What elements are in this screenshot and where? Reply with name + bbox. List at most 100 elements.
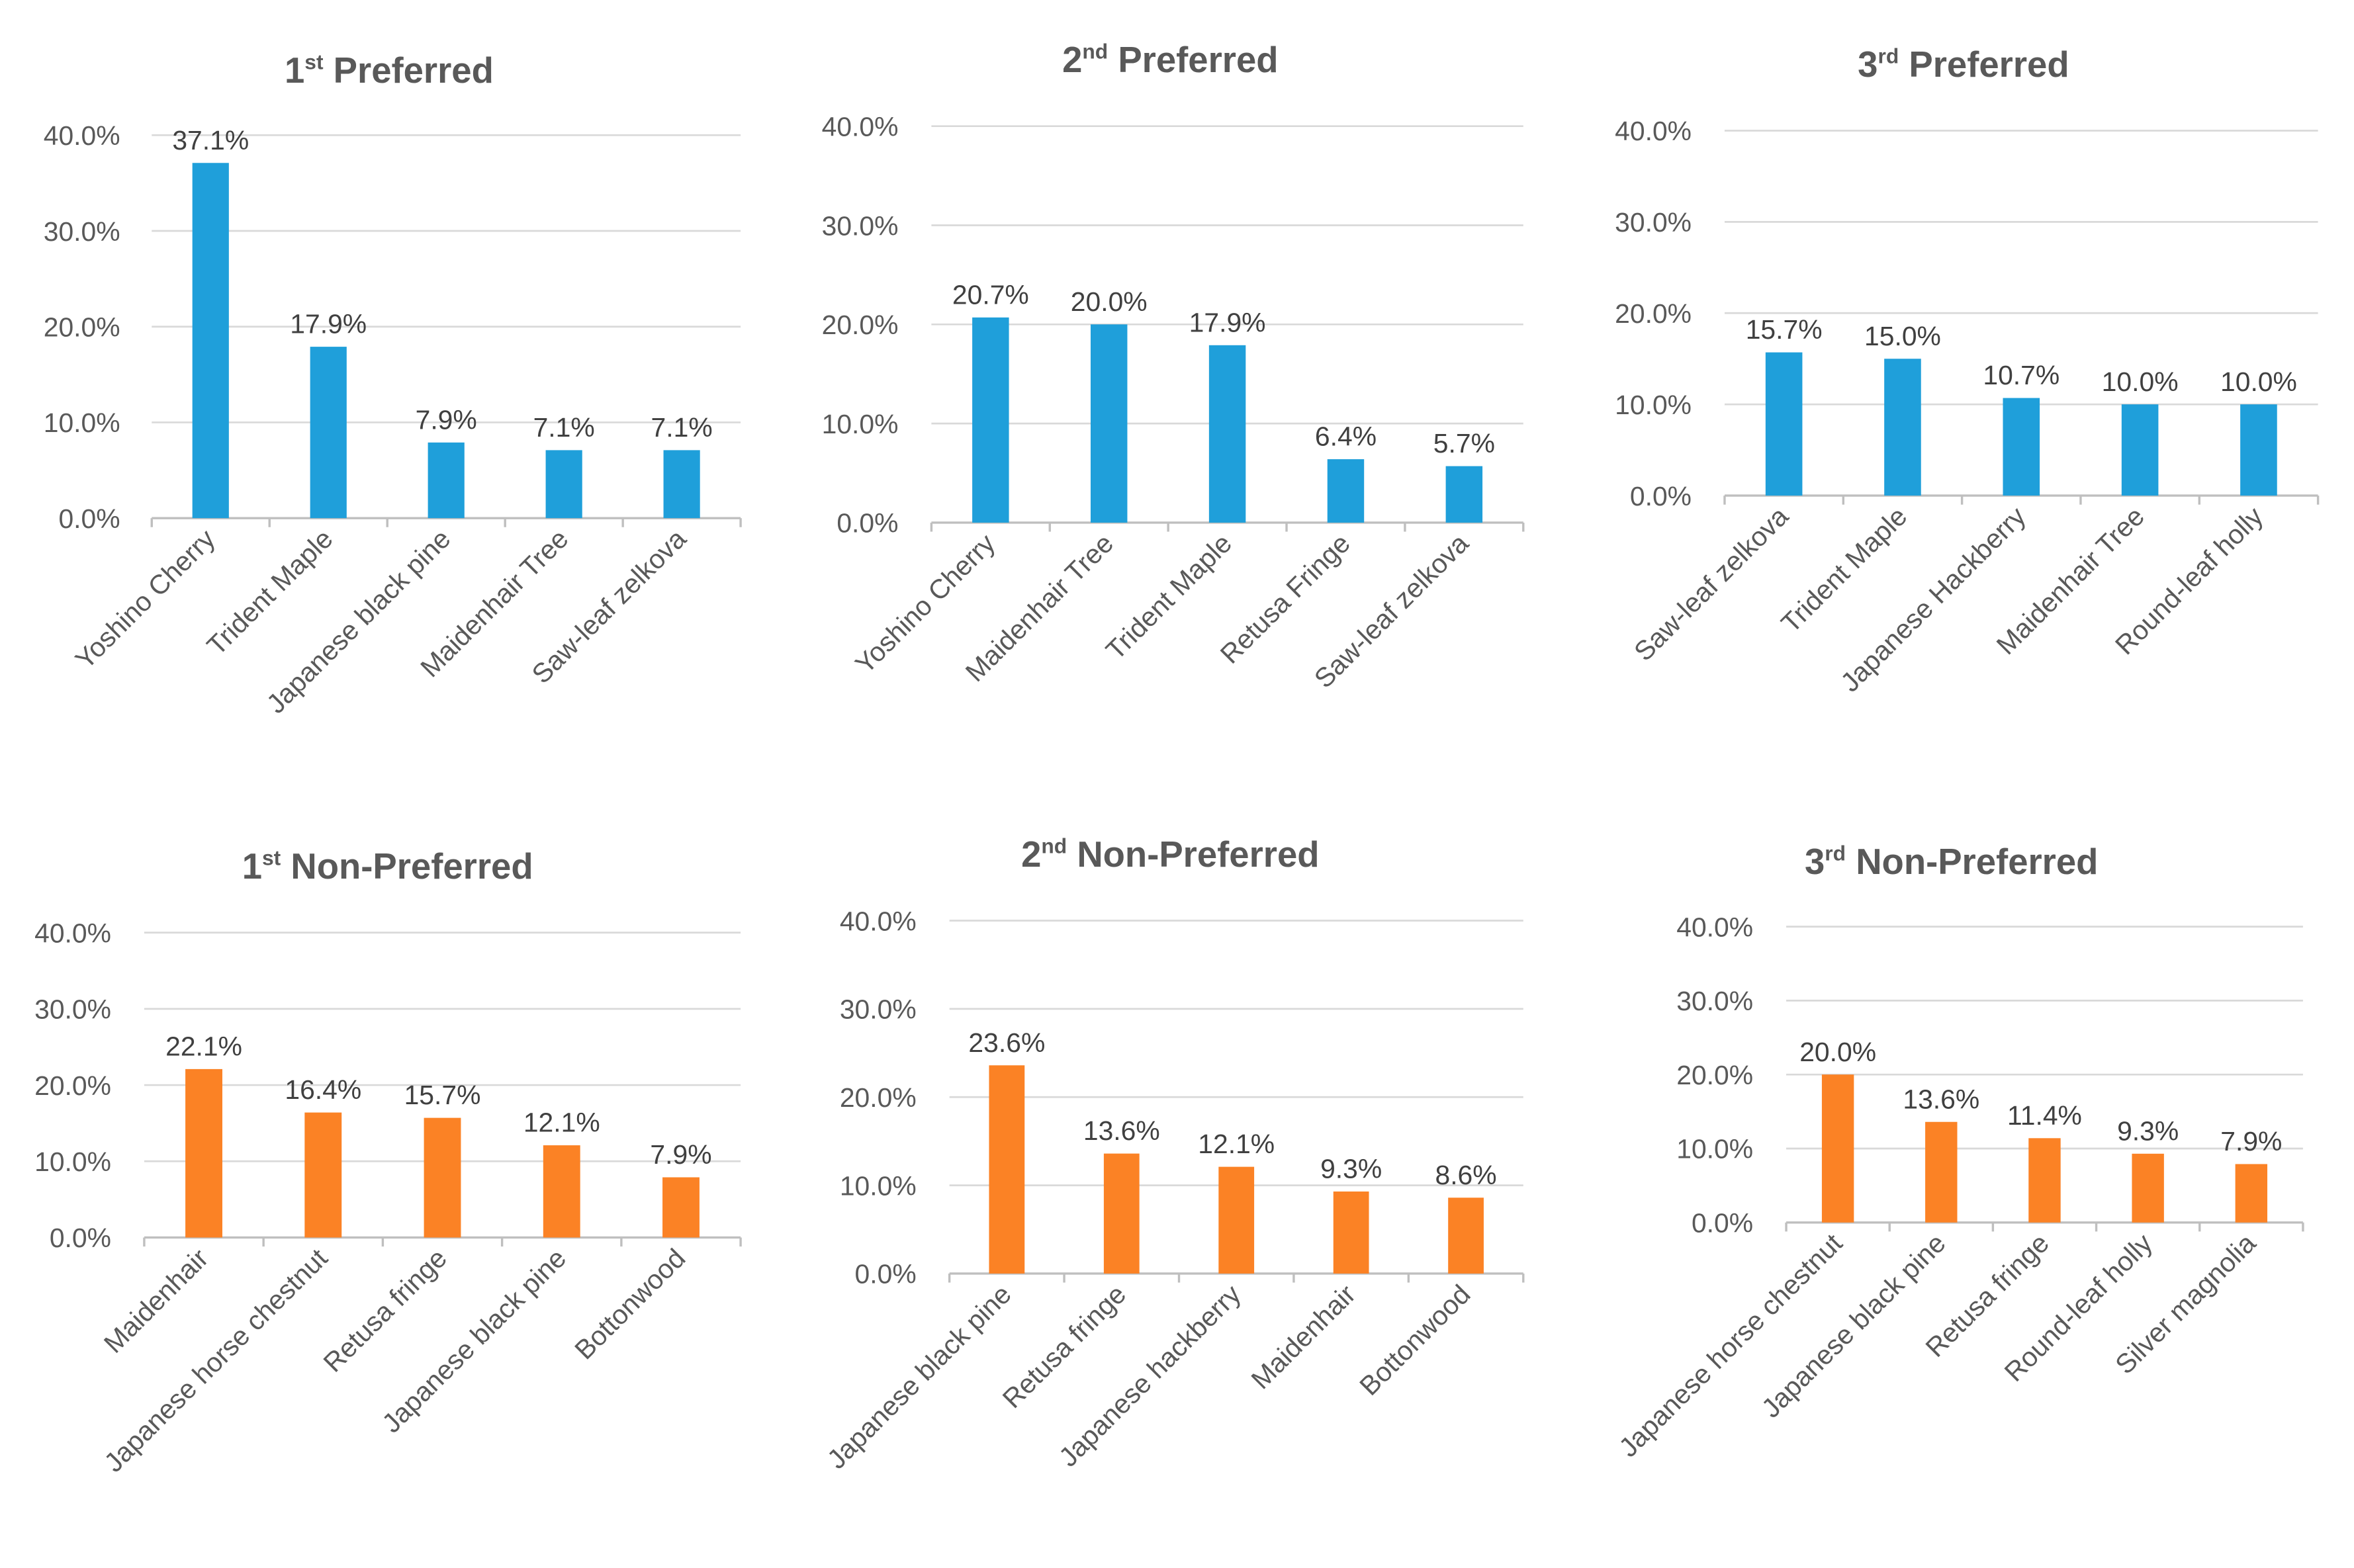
chart-title-text: Non-Preferred — [1067, 834, 1319, 875]
data-label: 15.0% — [1864, 321, 1941, 351]
y-tick-label: 20.0% — [840, 1082, 917, 1113]
y-tick-label: 40.0% — [1615, 116, 1692, 146]
y-tick-label: 10.0% — [1676, 1134, 1753, 1164]
chart-title-text: Non-Preferred — [281, 846, 533, 887]
data-label: 9.3% — [2117, 1115, 2179, 1146]
category-label: Maidenhair — [98, 1242, 214, 1358]
y-tick-label: 40.0% — [34, 918, 111, 948]
chart-panel-5: 2nd Non-Preferred 0.0% 10.0% 20.0% 30.0% 40.0… — [821, 834, 1525, 1475]
bar — [1925, 1121, 1958, 1223]
bar — [428, 442, 465, 519]
bar — [1090, 324, 1128, 523]
y-tick-label: 20.0% — [1615, 298, 1692, 329]
bar — [2240, 404, 2277, 496]
chart-title-number: 3 — [1805, 842, 1825, 882]
y-tick-label: 20.0% — [822, 310, 899, 340]
bar — [1448, 1198, 1484, 1274]
chart-title: 3rd Preferred — [1858, 44, 2069, 84]
data-label: 13.6% — [1083, 1115, 1160, 1146]
bar — [2235, 1164, 2268, 1223]
chart-title-text: Preferred — [1108, 40, 1278, 80]
data-label: 13.6% — [1903, 1084, 1979, 1114]
data-label: 12.1% — [523, 1108, 600, 1138]
data-label: 17.9% — [1189, 307, 1266, 337]
data-label: 8.6% — [1435, 1160, 1496, 1190]
bar — [1821, 1074, 1854, 1223]
chart-title-number: 2 — [1021, 834, 1041, 875]
chart-panel-3: 3rd Preferred 0.0% 10.0% 20.0% 30.0% 40.0% 15.… — [1615, 44, 2320, 698]
chart-panel-6: 3rd Non-Preferred 0.0% 10.0% 20.0% 30.0% 40.0… — [1613, 842, 2304, 1463]
chart-title-superscript: rd — [1878, 44, 1899, 67]
data-label: 7.9% — [416, 404, 477, 435]
chart-title-number: 1 — [285, 50, 304, 91]
data-label: 15.7% — [404, 1080, 481, 1110]
bar — [192, 163, 229, 519]
y-tick-label: 0.0% — [1630, 481, 1692, 511]
data-label: 16.4% — [285, 1074, 361, 1105]
data-label: 6.4% — [1315, 421, 1377, 452]
bar — [1884, 359, 1921, 496]
y-tick-label: 30.0% — [840, 994, 917, 1025]
bar — [989, 1065, 1025, 1274]
category-label: Bottonwood — [568, 1242, 691, 1365]
y-tick-label: 30.0% — [34, 994, 111, 1025]
data-label: 22.1% — [165, 1031, 242, 1061]
bar — [1333, 1191, 1369, 1274]
y-tick-label: 10.0% — [822, 409, 899, 439]
data-label: 9.3% — [1320, 1154, 1382, 1184]
bar — [2028, 1138, 2061, 1223]
chart-title-number: 1 — [242, 846, 262, 887]
y-tick-label: 0.0% — [50, 1223, 111, 1253]
data-label: 7.1% — [651, 412, 713, 443]
chart-title-text: Preferred — [324, 50, 494, 91]
data-label: 20.0% — [1071, 286, 1148, 317]
bar — [1218, 1166, 1255, 1274]
bar — [1765, 352, 1803, 496]
chart-title: 1st Preferred — [285, 50, 494, 90]
bar — [424, 1117, 461, 1238]
chart-panel-1: 1st Preferred 0.0% 10.0% 20.0% 30.0% 40.0% 37.… — [44, 50, 742, 719]
chart-title-text: Non-Preferred — [1846, 842, 2098, 882]
data-label: 11.4% — [2007, 1100, 2082, 1131]
bar — [662, 1177, 700, 1238]
data-label: 5.7% — [1433, 428, 1495, 458]
bar — [663, 450, 700, 519]
data-label: 10.0% — [2220, 367, 2297, 397]
data-label: 10.7% — [1983, 360, 2060, 390]
category-label: Yoshino Cherry — [69, 523, 221, 675]
bar — [185, 1068, 222, 1238]
bar — [304, 1112, 342, 1238]
bar — [1103, 1153, 1140, 1274]
y-tick-label: 0.0% — [1692, 1208, 1753, 1239]
chart-title-superscript: nd — [1082, 40, 1108, 64]
category-label: Retusa fringe — [318, 1242, 453, 1377]
chart-title: 1st Non-Preferred — [242, 846, 533, 887]
y-tick-label: 30.0% — [44, 216, 120, 247]
bar — [1327, 459, 1365, 523]
y-tick-label: 20.0% — [44, 312, 120, 342]
chart-title-superscript: st — [262, 846, 281, 870]
y-tick-label: 10.0% — [840, 1170, 917, 1201]
y-tick-label: 0.0% — [837, 508, 898, 539]
data-label: 15.7% — [1746, 314, 1823, 345]
chart-panel-2: 2nd Preferred 0.0% 10.0% 20.0% 30.0% 40.0% 20.… — [822, 40, 1525, 694]
y-tick-label: 30.0% — [822, 210, 899, 241]
y-tick-label: 40.0% — [1676, 912, 1753, 942]
y-tick-label: 20.0% — [34, 1070, 111, 1101]
bar — [2121, 404, 2159, 496]
chart-title-superscript: st — [304, 50, 324, 73]
data-label: 7.9% — [650, 1139, 711, 1170]
y-tick-label: 0.0% — [855, 1259, 917, 1289]
bar — [545, 450, 582, 519]
bar — [310, 347, 347, 519]
y-tick-label: 40.0% — [822, 111, 899, 142]
category-label: Bottonwood — [1353, 1279, 1476, 1401]
y-tick-label: 20.0% — [1676, 1060, 1753, 1090]
data-label: 7.1% — [533, 412, 595, 443]
y-tick-label: 40.0% — [840, 906, 917, 936]
y-tick-label: 10.0% — [34, 1147, 111, 1177]
y-tick-label: 0.0% — [58, 503, 120, 534]
data-label: 23.6% — [968, 1027, 1045, 1058]
bar — [2132, 1153, 2164, 1223]
chart-title: 3rd Non-Preferred — [1805, 842, 2098, 882]
